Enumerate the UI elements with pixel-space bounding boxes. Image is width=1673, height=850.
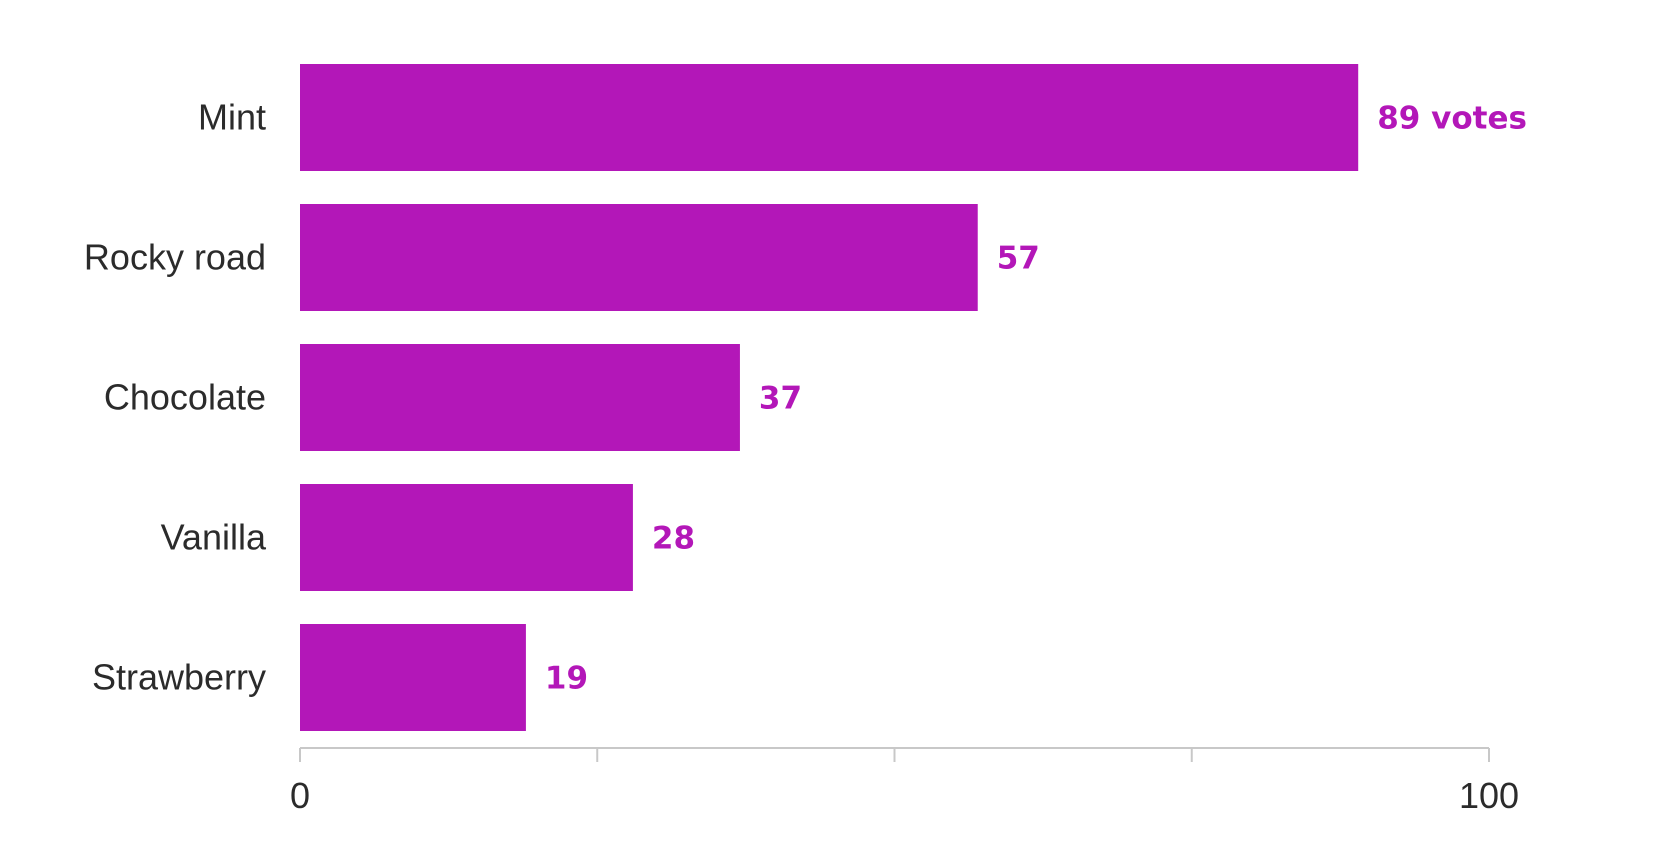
bars-layer [300,64,1359,731]
category-label-mint: Mint [198,97,266,138]
category-labels: Mint Rocky road Chocolate Vanilla Strawberry [84,97,267,698]
category-label-vanilla: Vanilla [161,517,267,558]
bar-rocky-road [300,204,978,311]
value-label-strawberry: 19 [545,661,588,697]
category-label-rocky-road: Rocky road [84,237,266,278]
value-labels: 89 votes 57 37 28 19 [545,101,1527,697]
x-tick-label-0: 0 [290,775,310,816]
value-label-vanilla: 28 [652,521,695,557]
category-label-strawberry: Strawberry [92,657,266,698]
bar-chocolate [300,344,740,451]
value-label-rocky-road: 57 [997,241,1040,277]
category-label-chocolate: Chocolate [104,377,266,418]
bar-strawberry [300,624,526,731]
bar-mint [300,64,1359,171]
x-tick-label-100: 100 [1459,775,1519,816]
value-label-mint: 89 votes [1377,101,1527,137]
bar-vanilla [300,484,633,591]
x-axis: 0 100 [290,747,1519,816]
value-label-chocolate: 37 [759,381,802,417]
